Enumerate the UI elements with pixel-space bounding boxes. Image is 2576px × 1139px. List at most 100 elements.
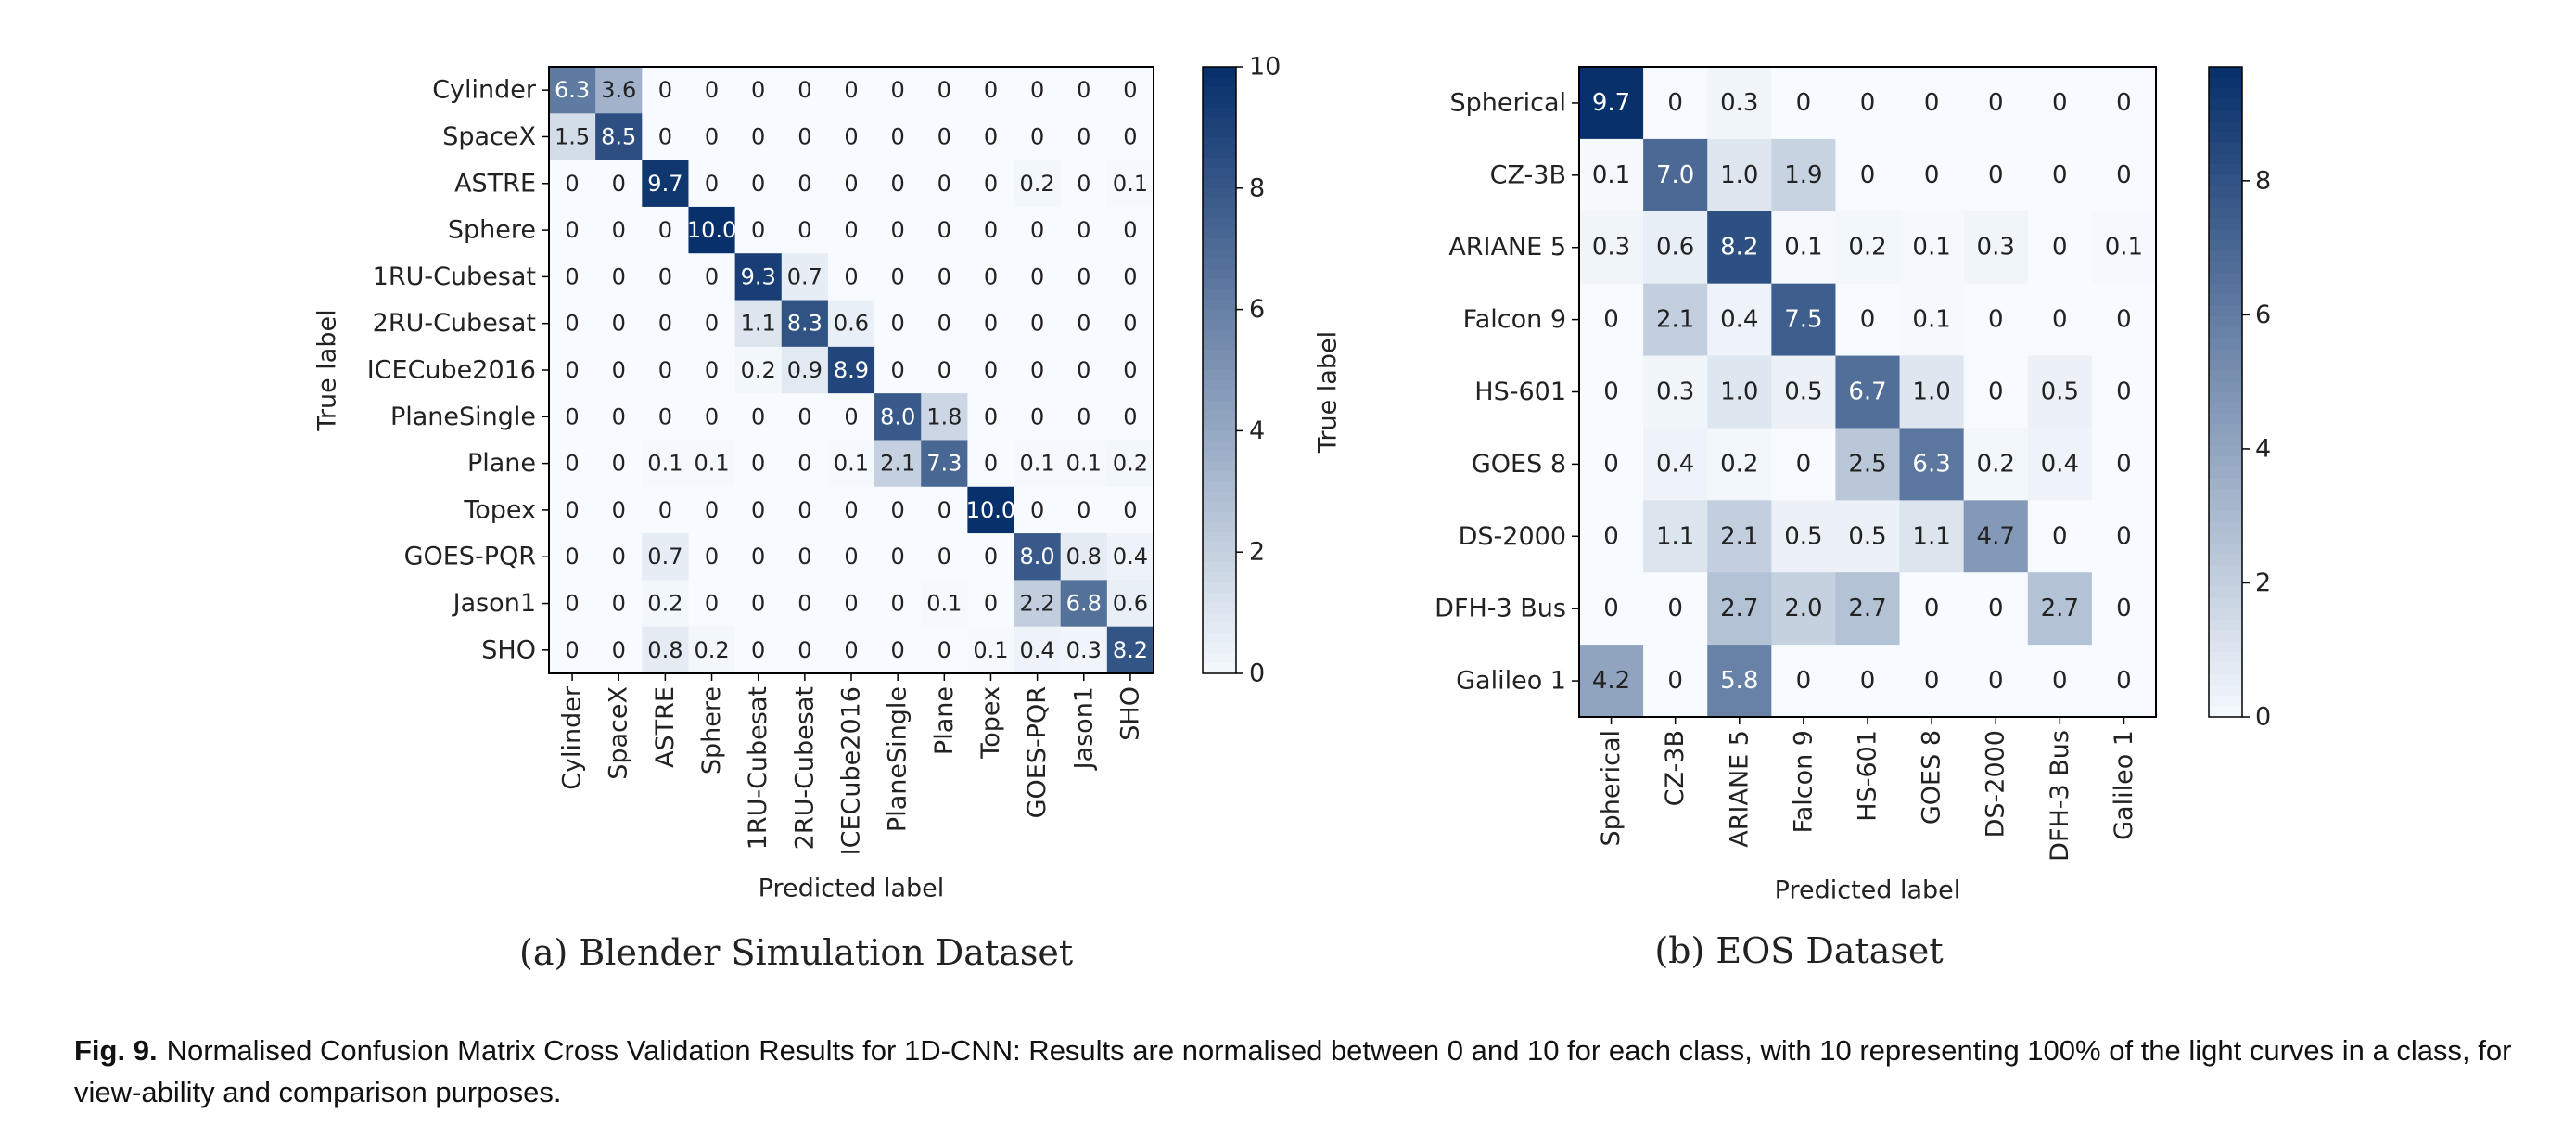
heatmap-cell-b bbox=[1643, 283, 1708, 357]
cell-value-label-a: 0.4 bbox=[1113, 544, 1148, 570]
colorbar-segment-a bbox=[1203, 117, 1236, 129]
cell-value-label-a: 0 bbox=[612, 263, 626, 289]
colorbar-tick-label-b: 2 bbox=[2255, 569, 2271, 597]
y-tick-label-a: Sphere bbox=[448, 216, 536, 245]
heatmap-cell-b bbox=[1963, 572, 2029, 646]
cell-value-label-b: 1.1 bbox=[1912, 522, 1950, 550]
cell-value-label-a: 0 bbox=[844, 77, 858, 103]
x-tick-label-a: SHO bbox=[1116, 686, 1144, 741]
cell-value-label-b: 1.9 bbox=[1784, 161, 1822, 189]
cell-value-label-b: 7.0 bbox=[1656, 161, 1694, 189]
colorbar-segment-b bbox=[2209, 305, 2242, 317]
heatmap-cell-b bbox=[1643, 428, 1708, 501]
heatmap-cell-a bbox=[874, 440, 922, 488]
heatmap-cell-b bbox=[2027, 572, 2093, 646]
heatmap-cell-a bbox=[688, 300, 736, 348]
x-tick-label-b: DFH-3 Bus bbox=[2046, 730, 2074, 862]
heatmap-cell-a bbox=[1060, 67, 1108, 114]
cell-value-label-b: 0.3 bbox=[1656, 378, 1694, 406]
heatmap-cell-a bbox=[1014, 346, 1062, 394]
cell-value-label-a: 0 bbox=[891, 171, 905, 197]
cell-value-label-b: 2.7 bbox=[1848, 595, 1886, 622]
cell-value-label-a: 0 bbox=[1077, 311, 1090, 337]
heatmap-cell-a bbox=[967, 486, 1015, 534]
cell-value-label-a: 0.8 bbox=[1066, 544, 1102, 570]
cell-value-label-a: 0 bbox=[565, 497, 579, 523]
colorbar-frame-b bbox=[2208, 66, 2243, 718]
cell-value-label-a: 0 bbox=[891, 217, 905, 243]
y-tick-label-b: HS-601 bbox=[1474, 378, 1566, 406]
heatmap-cell-a bbox=[688, 393, 736, 441]
cell-value-label-a: 0 bbox=[612, 403, 626, 429]
cell-value-label-a: 0 bbox=[844, 123, 858, 149]
heatmap-cell-a bbox=[1014, 533, 1062, 581]
heatmap-cell-a bbox=[967, 206, 1015, 254]
cell-value-label-a: 0 bbox=[565, 544, 579, 570]
heatmap-cell-a bbox=[874, 626, 922, 674]
cell-value-label-b: 0 bbox=[1988, 667, 2004, 695]
figure-label: Fig. 9. bbox=[74, 1034, 158, 1067]
heatmap-cell-a bbox=[921, 626, 968, 674]
x-tick-label-b: HS-601 bbox=[1854, 730, 1882, 822]
y-axis-label-b: True label bbox=[1314, 331, 1343, 454]
cell-value-label-a: 0 bbox=[612, 637, 626, 663]
cell-value-label-a: 0 bbox=[751, 451, 765, 477]
colorbar-segment-a bbox=[1203, 451, 1236, 462]
heatmap-cell-a bbox=[642, 533, 689, 581]
cell-value-label-a: 2.2 bbox=[1020, 591, 1055, 617]
colorbar-segment-b bbox=[2209, 706, 2242, 718]
cell-value-label-a: 0.7 bbox=[647, 544, 682, 570]
cell-value-label-b: 0 bbox=[2052, 234, 2068, 262]
y-tick-label-b: ARIANE 5 bbox=[1448, 233, 1566, 262]
heatmap-cell-a bbox=[921, 253, 968, 301]
heatmap-cell-a bbox=[827, 580, 875, 628]
cell-value-label-a: 1.8 bbox=[926, 403, 962, 429]
cell-value-label-b: 0.1 bbox=[1592, 161, 1630, 189]
cell-value-label-a: 0 bbox=[751, 637, 765, 663]
cell-value-label-a: 0 bbox=[658, 123, 672, 149]
cell-value-label-b: 0 bbox=[2052, 522, 2068, 550]
heatmap-cell-a bbox=[967, 393, 1015, 441]
colorbar-segment-b bbox=[2209, 239, 2242, 252]
cell-value-label-b: 0.4 bbox=[1656, 450, 1694, 478]
heatmap-cell-a bbox=[642, 300, 689, 348]
heatmap-cell-b bbox=[1707, 283, 1772, 357]
cell-value-label-a: 0 bbox=[658, 311, 672, 337]
heatmap-cell-b bbox=[1835, 67, 1901, 140]
heatmap-cell-b bbox=[1643, 572, 1708, 646]
cell-value-label-b: 0 bbox=[1924, 595, 1940, 622]
heatmap-cell-b bbox=[1899, 67, 1965, 140]
heatmap-cell-a bbox=[549, 253, 596, 301]
heatmap-cell-a bbox=[595, 440, 643, 488]
cell-value-label-a: 0 bbox=[937, 497, 951, 523]
heatmap-cell-b bbox=[2091, 645, 2157, 718]
heatmap-cell-b bbox=[2091, 138, 2157, 212]
heatmap-cell-a bbox=[595, 253, 643, 301]
heatmap-cell-a bbox=[549, 346, 596, 394]
heatmap-cell-a bbox=[921, 393, 968, 441]
cell-value-label-a: 0 bbox=[1123, 77, 1137, 103]
heatmap-cell-b bbox=[2091, 355, 2157, 429]
cell-value-label-a: 0 bbox=[565, 403, 579, 429]
heatmap-cell-a bbox=[734, 580, 783, 628]
colorbar-segment-b bbox=[2209, 315, 2242, 328]
figure-caption: Fig. 9. Normalised Confusion Matrix Cross… bbox=[74, 1030, 2522, 1113]
heatmap-cell-a bbox=[642, 113, 689, 161]
x-tick-label-a: 2RU-Cubesat bbox=[790, 686, 819, 850]
heatmap-cell-a bbox=[595, 626, 643, 674]
cell-value-label-a: 0.1 bbox=[973, 637, 1008, 663]
colorbar-segment-a bbox=[1203, 76, 1236, 88]
cell-value-label-b: 1.0 bbox=[1912, 378, 1950, 406]
heatmap-cell-b bbox=[1707, 645, 1772, 718]
heatmap-cell-a bbox=[827, 300, 875, 348]
colorbar-segment-b bbox=[2209, 651, 2242, 664]
heatmap-cell-a bbox=[1060, 206, 1108, 254]
heatmap-cell-a bbox=[781, 300, 829, 348]
heatmap-cell-a bbox=[1106, 440, 1154, 488]
heatmap-cell-a bbox=[734, 206, 783, 254]
heatmap-cell-a bbox=[1106, 533, 1154, 581]
colorbar-segment-b bbox=[2209, 403, 2242, 415]
heatmap-cell-a bbox=[1014, 440, 1062, 488]
colorbar-segment-a bbox=[1203, 612, 1236, 624]
colorbar-segment-a bbox=[1203, 552, 1236, 563]
